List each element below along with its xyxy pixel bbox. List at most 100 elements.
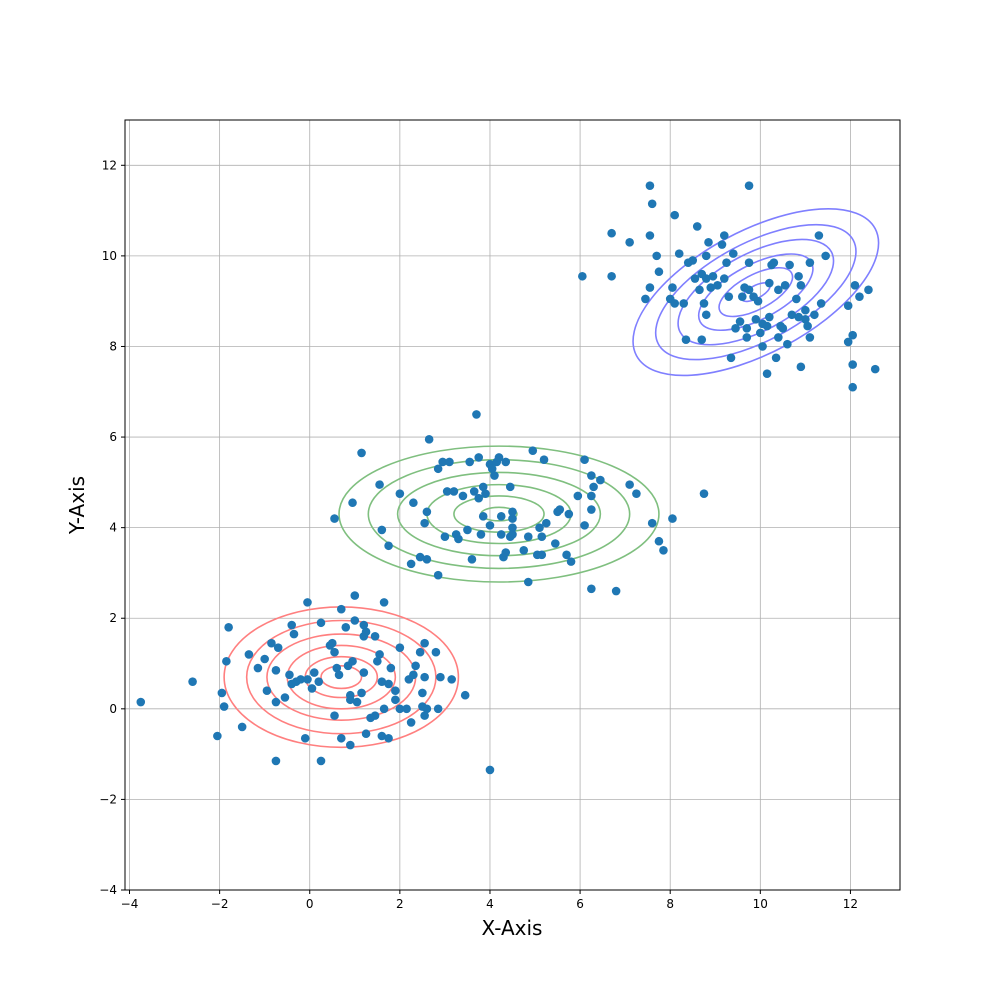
scatter-point [708, 271, 718, 281]
scatter-point [769, 258, 779, 267]
scatter-point [289, 629, 299, 639]
scatter-point [224, 622, 233, 632]
scatter-point [587, 505, 596, 514]
scatter-point [724, 292, 734, 301]
scatter-point [271, 697, 281, 707]
scatter-point [699, 299, 709, 308]
scatter-point [373, 656, 382, 666]
scatter-point [420, 638, 429, 648]
x-tick-label: 0 [306, 897, 314, 911]
scatter-point [785, 260, 794, 270]
scatter-point [336, 733, 346, 743]
scatter-point [447, 675, 456, 684]
scatter-point [348, 498, 357, 508]
scatter-point [350, 616, 360, 625]
scatter-point [481, 489, 490, 498]
scatter-point [370, 711, 380, 720]
scatter-point [496, 530, 506, 539]
scatter-point [765, 278, 774, 288]
scatter-point [753, 296, 763, 306]
scatter-point [744, 258, 754, 267]
scatter-point [334, 670, 344, 680]
scatter-point [701, 274, 711, 283]
scatter-point [359, 620, 369, 630]
scatter-point [384, 679, 393, 689]
scatter-point [253, 663, 263, 673]
scatter-point [357, 448, 366, 458]
scatter-point [379, 598, 389, 607]
scatter-point [783, 339, 792, 349]
scatter-point [697, 335, 707, 344]
scatter-point [485, 521, 495, 530]
scatter-point [596, 475, 605, 485]
scatter-point [307, 684, 317, 693]
scatter-point [778, 324, 788, 333]
scatter-point [701, 251, 711, 261]
scatter-point [487, 464, 497, 474]
scatter-point [422, 555, 432, 564]
scatter-point [555, 505, 565, 514]
y-tick-label: 6 [109, 430, 117, 444]
scatter-point [314, 677, 324, 686]
scatter-point [726, 353, 736, 363]
scatter-point [780, 281, 790, 290]
scatter-point [607, 228, 616, 238]
scatter-point [472, 410, 481, 419]
scatter-point [415, 552, 425, 562]
x-tick-label: 12 [843, 897, 858, 911]
x-axis-label: X-Axis [482, 916, 543, 940]
scatter-point [805, 258, 815, 267]
scatter-point [792, 294, 801, 304]
scatter-point [674, 249, 684, 258]
scatter-point [668, 514, 677, 523]
scatter-point [271, 666, 281, 675]
y-tick-label: 12 [102, 158, 117, 172]
scatter-point [735, 317, 745, 326]
scatter-point [433, 464, 443, 474]
scatter-point [418, 688, 427, 698]
scatter-point [431, 647, 441, 657]
scatter-point [303, 598, 312, 607]
scatter-point [467, 555, 477, 564]
scatter-point [551, 539, 560, 548]
contour-ring [718, 266, 794, 318]
scatter-point [316, 618, 326, 628]
x-tick-label: 2 [396, 897, 404, 911]
scatter-point [737, 292, 747, 301]
scatter-point [424, 435, 434, 444]
scatter-point [717, 240, 727, 249]
scatter-point [395, 704, 405, 714]
scatter-point [589, 482, 598, 492]
scatter-point [519, 545, 529, 555]
y-axis-ticks: −4 −2 0 2 4 6 8 10 12 [99, 158, 125, 897]
scatter-point [478, 482, 488, 492]
scatter-point [587, 491, 596, 501]
scatter-point [395, 489, 405, 498]
scatter-point [562, 550, 571, 560]
scatter-point [409, 498, 418, 508]
scatter-point [508, 514, 517, 523]
scatter-point [864, 285, 873, 295]
scatter-point [573, 491, 583, 501]
scatter-point [744, 285, 754, 295]
scatter-point [670, 299, 680, 308]
scatter-point [460, 690, 470, 700]
scatter-point [801, 305, 810, 315]
scatter-point [611, 586, 621, 596]
scatter-point [496, 512, 506, 521]
scatter-point [810, 310, 819, 320]
scatter-point [801, 314, 810, 324]
scatter-point [688, 256, 698, 265]
scatter-point [476, 530, 486, 539]
scatter-point [647, 199, 657, 209]
scatter-point [463, 525, 472, 535]
scatter-point [359, 668, 369, 677]
y-tick-label: −2 [99, 792, 117, 806]
scatter-point [713, 281, 722, 290]
scatter-point [370, 632, 380, 641]
scatter-point [690, 274, 700, 283]
scatter-point [433, 704, 443, 714]
scatter-point [285, 670, 294, 680]
scatter-point [345, 740, 355, 750]
scatter-point [654, 536, 664, 546]
